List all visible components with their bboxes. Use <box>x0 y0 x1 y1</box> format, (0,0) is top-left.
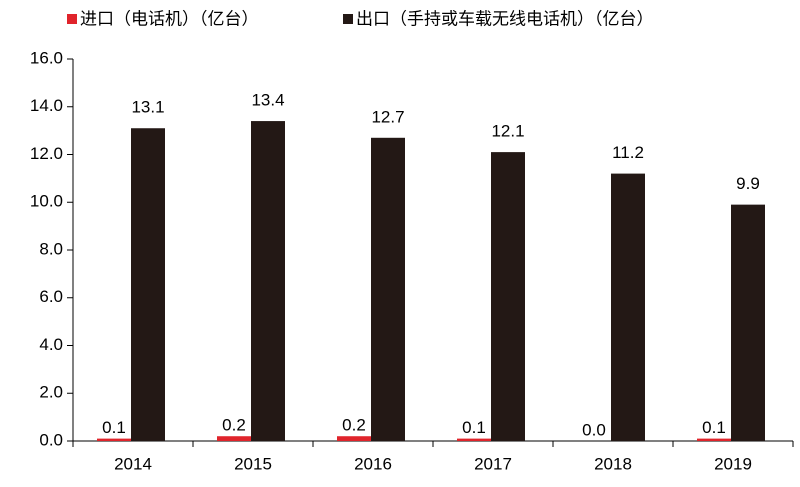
y-tick-label: 0.0 <box>39 430 63 449</box>
bar <box>251 121 285 441</box>
y-tick-label: 2.0 <box>39 383 63 402</box>
y-tick-label: 6.0 <box>39 287 63 306</box>
bar <box>337 436 371 441</box>
value-label: 13.4 <box>251 91 284 110</box>
x-tick-label: 2018 <box>594 454 632 473</box>
y-tick-label: 10.0 <box>30 192 63 211</box>
bar <box>491 152 525 442</box>
value-label: 0.1 <box>462 418 486 437</box>
x-tick-label: 2015 <box>234 454 272 473</box>
value-label: 13.1 <box>131 98 164 117</box>
value-label: 0.0 <box>582 420 606 439</box>
value-label: 0.2 <box>342 416 366 435</box>
value-label: 0.2 <box>222 416 246 435</box>
y-tick-label: 16.0 <box>30 48 63 67</box>
legend-swatch <box>343 14 353 24</box>
bar <box>97 438 131 441</box>
bar <box>611 173 645 441</box>
bar <box>731 204 765 441</box>
bar <box>371 137 405 441</box>
value-label: 0.1 <box>702 418 726 437</box>
value-label: 12.1 <box>491 122 524 141</box>
legend-label: 出口（手持或车载无线电话机）（亿台） <box>356 9 654 28</box>
x-tick-label: 2019 <box>714 454 752 473</box>
bar <box>697 438 731 441</box>
bar <box>457 438 491 441</box>
x-tick-label: 2016 <box>354 454 392 473</box>
y-tick-label: 8.0 <box>39 239 63 258</box>
y-tick-label: 14.0 <box>30 96 63 115</box>
y-tick-label: 4.0 <box>39 335 63 354</box>
legend-label: 进口（电话机）（亿台） <box>80 9 259 28</box>
value-label: 12.7 <box>371 107 404 126</box>
y-tick-label: 12.0 <box>30 144 63 163</box>
value-label: 11.2 <box>612 143 644 162</box>
value-label: 0.1 <box>102 418 126 437</box>
x-tick-label: 2017 <box>474 454 512 473</box>
legend-swatch <box>67 14 77 24</box>
bar <box>217 436 251 441</box>
bar <box>131 128 165 442</box>
x-tick-label: 2014 <box>114 454 152 473</box>
value-label: 9.9 <box>736 174 760 193</box>
